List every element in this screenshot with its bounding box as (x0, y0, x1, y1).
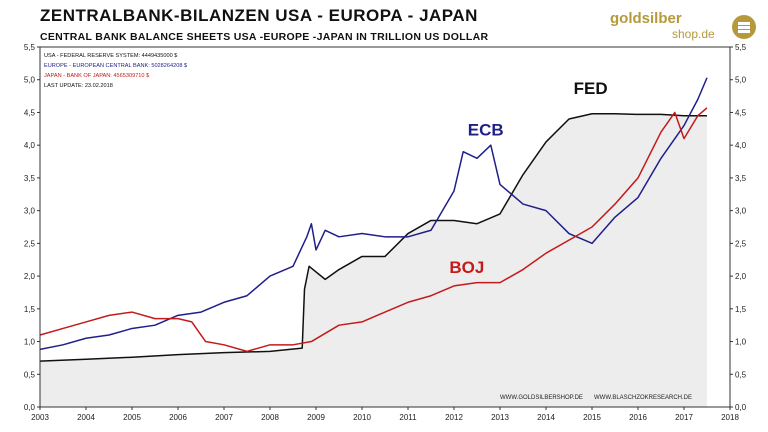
x-tick-label: 2017 (675, 413, 693, 422)
chart-title: ZENTRALBANK-BILANZEN USA - EUROPA - JAPA… (40, 6, 478, 25)
x-tick-label: 2008 (261, 413, 279, 422)
x-tick-label: 2006 (169, 413, 187, 422)
y-tick-label-left: 2,5 (24, 239, 36, 248)
y-tick-label-left: 3,0 (24, 207, 36, 216)
x-tick-label: 2015 (583, 413, 601, 422)
y-tick-label-left: 1,5 (24, 305, 36, 314)
y-tick-label-left: 1,0 (24, 338, 36, 347)
y-tick-label-left: 4,5 (24, 108, 36, 117)
y-tick-label-right: 0,0 (735, 403, 747, 412)
series-label-boj: BOJ (449, 258, 484, 277)
y-tick-label-left: 2,0 (24, 272, 36, 281)
y-tick-label-right: 4,0 (735, 141, 747, 150)
y-tick-label-left: 0,0 (24, 403, 36, 412)
info-europe: EUROPE - EUROPEAN CENTRAL BANK: 50282642… (44, 63, 188, 69)
info-update: LAST UPDATE: 23.02.2018 (44, 83, 113, 89)
y-tick-label-left: 4,0 (24, 141, 36, 150)
series-area-fed (40, 113, 707, 407)
series-line-ecb (39, 77, 708, 351)
x-tick-label: 2013 (491, 413, 509, 422)
gold-bars-icon (732, 15, 756, 39)
y-tick-label-right: 0,5 (735, 370, 747, 379)
y-tick-label-left: 0,5 (24, 370, 36, 379)
y-tick-label-left: 5,0 (24, 76, 36, 85)
y-tick-label-left: 3,5 (24, 174, 36, 183)
x-tick-label: 2011 (399, 413, 417, 422)
y-tick-label-right: 4,5 (735, 108, 747, 117)
y-tick-label-right: 5,5 (735, 43, 747, 52)
x-tick-label: 2018 (721, 413, 739, 422)
chart-subtitle: CENTRAL BANK BALANCE SHEETS USA -EUROPE … (40, 31, 489, 43)
footer-blaschzok: WWW.BLASCHZOKRESEARCH.DE (594, 395, 692, 401)
x-tick-label: 2010 (353, 413, 371, 422)
y-tick-label-right: 3,0 (735, 207, 747, 216)
info-japan: JAPAN - BANK OF JAPAN: 4565309710 $ (44, 73, 150, 79)
y-tick-label-right: 5,0 (735, 76, 747, 85)
footer-goldsilber: WWW.GOLDSILBERSHOP.DE (500, 395, 583, 401)
goldsilber-logo[interactable]: goldsilber shop.de (610, 10, 762, 44)
info-box: USA - FEDERAL RESERVE SYSTEM: 4449435000… (44, 53, 188, 89)
x-tick-label: 2003 (31, 413, 49, 422)
series-line-boj (39, 107, 708, 353)
plot-frame (39, 46, 731, 408)
x-tick-label: 2005 (123, 413, 141, 422)
y-tick-label-right: 1,0 (735, 338, 747, 347)
series-line-fed (39, 113, 707, 362)
x-tick-label: 2016 (629, 413, 647, 422)
x-tick-label: 2014 (537, 413, 555, 422)
y-tick-label-right: 3,5 (735, 174, 747, 183)
series-label-fed: FED (574, 79, 608, 98)
logo-brand: goldsilber (610, 10, 682, 27)
y-tick-label-right: 1,5 (735, 305, 747, 314)
series-label-ecb: ECB (468, 120, 504, 139)
x-tick-label: 2007 (215, 413, 233, 422)
y-tick-label-left: 5,5 (24, 43, 36, 52)
info-usa: USA - FEDERAL RESERVE SYSTEM: 4449435000… (44, 53, 178, 59)
x-tick-label: 2012 (445, 413, 463, 422)
x-tick-label: 2004 (77, 413, 95, 422)
x-tick-label: 2009 (307, 413, 325, 422)
y-tick-label-right: 2,0 (735, 272, 747, 281)
y-tick-label-right: 2,5 (735, 239, 747, 248)
logo-domain: shop.de (672, 27, 715, 41)
